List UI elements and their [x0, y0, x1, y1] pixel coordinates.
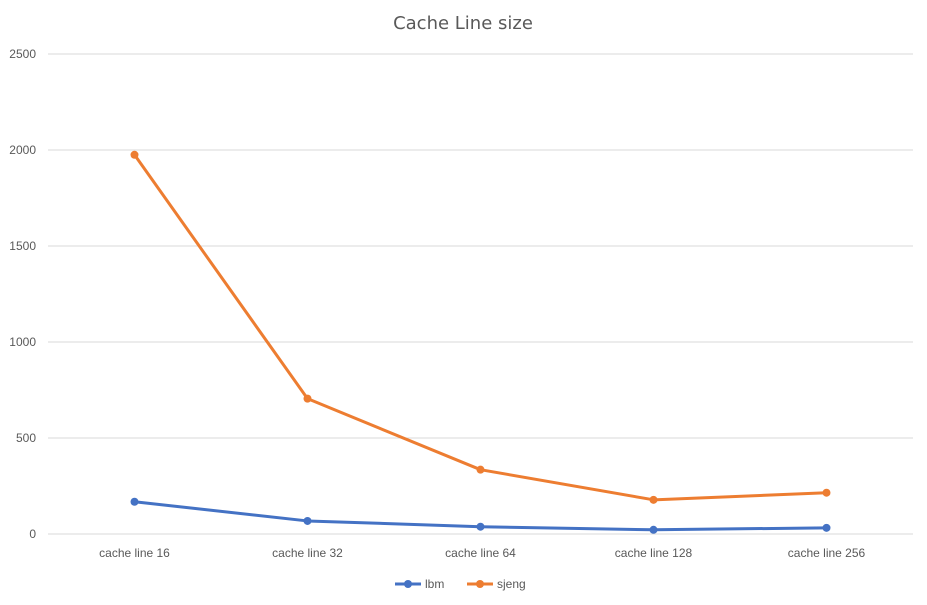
y-tick-label: 2500 [9, 47, 36, 61]
legend-entry-lbm: lbm [395, 577, 444, 591]
x-tick-label: cache line 256 [788, 546, 866, 560]
legend-point-marker [404, 580, 412, 588]
data-point-lbm [822, 523, 831, 532]
series-lbm [130, 497, 831, 534]
x-tick-label: cache line 32 [272, 546, 343, 560]
series-line-sjeng [133, 153, 828, 502]
x-tick-label: cache line 16 [99, 546, 170, 560]
legend: lbm sjeng [395, 577, 526, 591]
data-point-sjeng [476, 465, 485, 474]
y-tick-label: 1500 [9, 239, 36, 253]
x-tick-label: cache line 128 [615, 546, 693, 560]
chart-title: Cache Line size [393, 13, 533, 34]
y-tick-label: 1000 [9, 335, 36, 349]
legend-label: sjeng [497, 577, 526, 591]
data-point-lbm [303, 516, 312, 525]
series-sjeng [130, 150, 831, 504]
series-lines [130, 150, 831, 534]
x-axis-ticks: cache line 16 cache line 32 cache line 64 c… [99, 546, 865, 560]
gridlines [48, 53, 913, 535]
data-point-sjeng [130, 150, 139, 159]
legend-point-marker [476, 580, 484, 588]
y-tick-label: 500 [16, 431, 36, 445]
data-point-sjeng [649, 495, 658, 504]
data-point-sjeng [303, 394, 312, 403]
data-point-lbm [649, 525, 658, 534]
y-tick-label: 2000 [9, 143, 36, 157]
y-axis-ticks: 0 500 1000 1500 2000 2500 [9, 47, 36, 541]
data-point-lbm [130, 497, 139, 506]
data-point-lbm [476, 522, 485, 531]
data-point-sjeng [822, 488, 831, 497]
y-tick-label: 0 [29, 527, 36, 541]
legend-label: lbm [425, 577, 444, 591]
legend-entry-sjeng: sjeng [467, 577, 526, 591]
x-tick-label: cache line 64 [445, 546, 516, 560]
